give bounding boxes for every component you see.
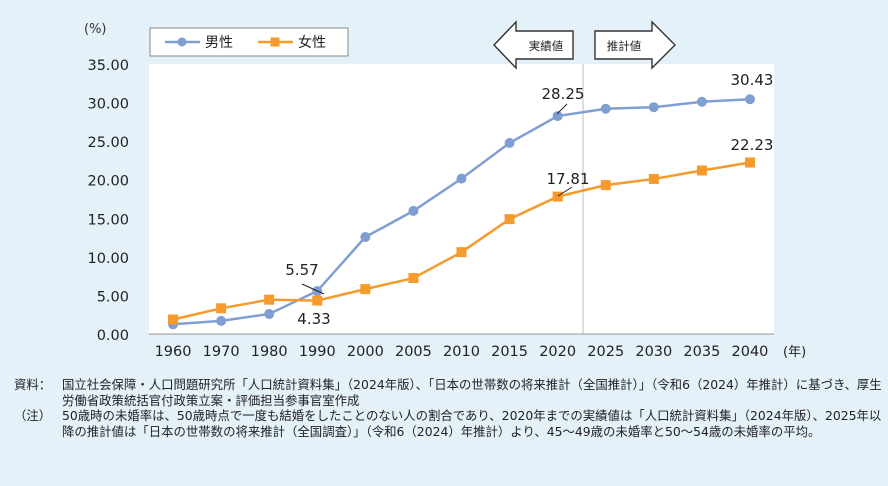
line-chart: 0.00 5.00 10.00 15.00 20.00 25.00 30.00 35.00 19… (84, 20, 806, 360)
y-tick-label: 5.00 (97, 289, 129, 305)
label-male-1990: 5.57 (285, 261, 318, 279)
female-data-point (552, 191, 563, 202)
y-tick-label: 20.00 (87, 174, 129, 190)
label-male-2020: 28.25 (542, 85, 585, 103)
legend-item-male: 男性 (165, 35, 233, 51)
x-tick-label: 2015 (491, 344, 528, 360)
male-data-point (360, 232, 371, 243)
label-male-1990-leader (301, 283, 325, 295)
male-data-point (408, 205, 419, 216)
female-data-point (168, 314, 179, 325)
x-tick-label: 2035 (683, 344, 720, 360)
x-tick-label: 2005 (395, 344, 432, 360)
source-label: 資料： (14, 377, 52, 392)
footnote-text: 50歳時の未婚率は、50歳時点で一度も結婚をしたことのない人の割合であり、202… (62, 408, 882, 439)
y-tick-label: 25.00 (87, 135, 129, 151)
y-tick-label: 0.00 (97, 328, 129, 344)
legend-male-marker (177, 37, 187, 47)
male-data-point (552, 111, 563, 122)
projected-arrow: 推計値 (594, 20, 676, 70)
y-tick-label: 15.00 (87, 212, 129, 228)
male-data-point (264, 308, 275, 319)
x-tick-label: 2020 (539, 344, 576, 360)
x-tick-label: 2010 (443, 344, 480, 360)
female-data-point (264, 294, 275, 305)
x-tick-label: 1990 (299, 344, 336, 360)
male-data-point (696, 96, 707, 107)
male-data-point (600, 103, 611, 114)
female-data-point (648, 173, 659, 184)
female-data-point (456, 247, 467, 258)
y-unit-label: (%) (84, 22, 107, 37)
x-tick-label: 2025 (587, 344, 624, 360)
female-data-point (744, 157, 755, 168)
projected-arrow-label: 推計値 (607, 39, 642, 53)
female-data-point (216, 303, 227, 314)
x-unit-label: (年) (783, 345, 806, 360)
male-data-point (648, 102, 659, 113)
x-tick-label: 2040 (732, 344, 769, 360)
label-male-2020-leader (556, 103, 568, 115)
male-data-point (456, 173, 467, 184)
male-data-point (744, 94, 755, 105)
legend-item-female: 女性 (258, 34, 326, 51)
y-tick-label: 35.00 (87, 58, 129, 74)
x-tick-label: 1970 (203, 344, 240, 360)
male-data-point (216, 315, 227, 326)
label-female-2040: 22.23 (731, 136, 774, 154)
footnote-label: （注） (14, 408, 52, 423)
female-data-point (696, 165, 707, 176)
source-note: 資料： 国立社会保障・人口問題研究所「人口統計資料集」（2024年版）、「日本の… (14, 377, 882, 408)
label-female-1990: 4.33 (297, 310, 330, 328)
legend-male-label: 男性 (205, 35, 233, 51)
x-tick-label: 2030 (635, 344, 672, 360)
label-male-2040: 30.43 (731, 71, 774, 89)
label-female-2020-leader (557, 186, 573, 197)
x-tick-label: 2000 (347, 344, 384, 360)
legend-female-marker (270, 37, 280, 47)
plot-area (149, 64, 774, 334)
label-female-2020: 17.81 (547, 170, 590, 188)
female-data-point (360, 284, 371, 295)
female-data-point (600, 180, 611, 191)
y-tick-label: 30.00 (87, 97, 129, 113)
legend-female-label: 女性 (298, 34, 326, 51)
legend: 男性 女性 (149, 27, 349, 57)
x-tick-label: 1980 (251, 344, 288, 360)
source-text: 国立社会保障・人口問題研究所「人口統計資料集」（2024年版）、「日本の世帯数の… (62, 377, 882, 408)
female-data-point (312, 295, 323, 306)
y-tick-label: 10.00 (87, 251, 129, 267)
female-data-point (408, 273, 419, 284)
footnote: （注） 50歳時の未婚率は、50歳時点で一度も結婚をしたことのない人の割合であり… (14, 408, 882, 439)
female-data-point (504, 214, 515, 225)
x-tick-label: 1960 (155, 344, 192, 360)
actual-arrow-label: 実績値 (529, 39, 564, 53)
notes: 資料： 国立社会保障・人口問題研究所「人口統計資料集」（2024年版）、「日本の… (14, 377, 882, 439)
actual-arrow: 実績値 (493, 20, 574, 70)
male-data-point (504, 137, 515, 148)
